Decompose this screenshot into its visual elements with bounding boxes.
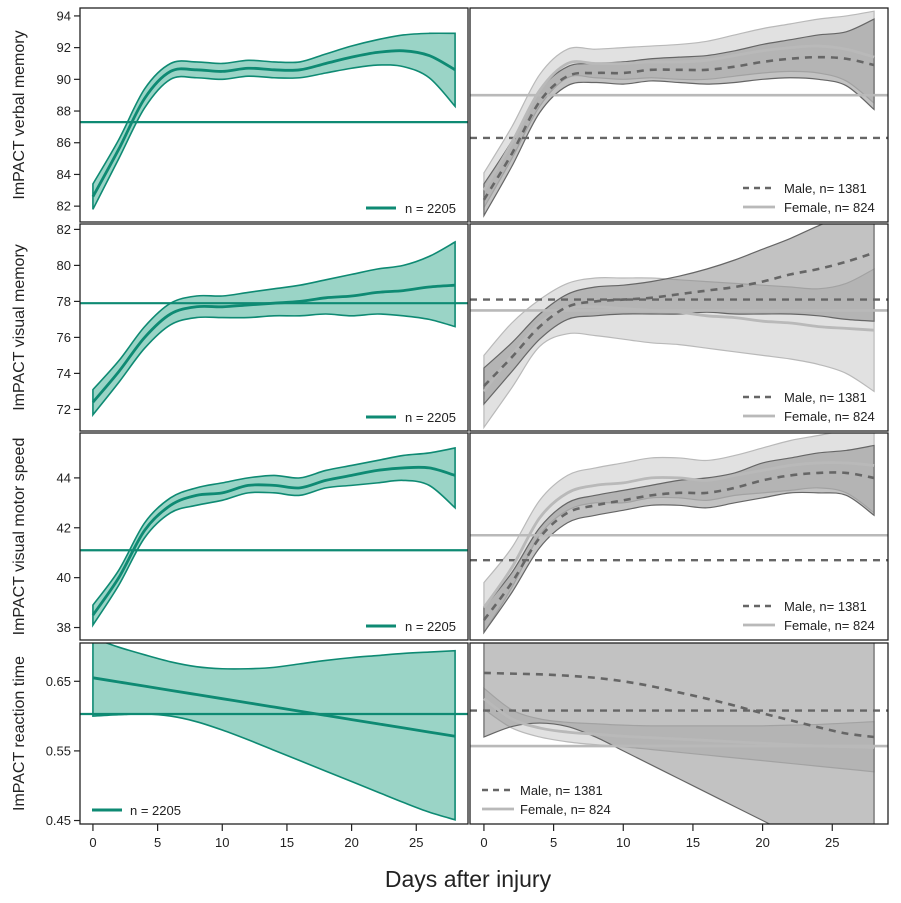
x-axis-title: Days after injury	[385, 866, 552, 892]
series-line-all	[91, 49, 456, 198]
series-line-female	[483, 697, 875, 749]
x-tick-label: 20	[755, 835, 769, 850]
series-line-female	[482, 461, 875, 609]
legend-label-female: Female, n= 824	[784, 409, 875, 424]
series-line-all	[91, 465, 456, 616]
y-tick-label: 74	[57, 366, 71, 381]
y-tick-label: 82	[57, 199, 71, 214]
panel-grid: 82 84 86 88 90 92 94 ImPACT verbal memory n = 22…	[11, 7, 889, 850]
panel-frame	[79, 7, 469, 223]
x-tick-label: 20	[344, 835, 358, 850]
panel-sex-3	[470, 433, 888, 635]
y-tick-label: 38	[57, 620, 71, 635]
legend-label-all: n = 2205	[130, 803, 181, 818]
series-line-all	[92, 676, 456, 738]
legend-label-female: Female, n= 824	[784, 618, 875, 633]
series-line-female	[482, 44, 875, 192]
y-tick-label: 94	[57, 8, 71, 23]
legend-label-male: Male, n= 1381	[784, 599, 867, 614]
ci-band-male	[483, 444, 875, 635]
y-tick-label: 0.55	[46, 743, 71, 758]
y-axis-title: ImPACT verbal memory	[11, 30, 28, 199]
legend-label-male: Male, n= 1381	[784, 390, 867, 405]
y-tick-label: 86	[57, 135, 71, 150]
y-tick-label: 0.45	[46, 813, 71, 828]
y-tick-label: 72	[57, 402, 71, 417]
panel-sex-2	[470, 224, 888, 430]
x-axis: 0 0 5 5 10 10 15 15 20 20 25 25	[89, 824, 840, 850]
panel-row-4: 0.45 0.55 0.65 ImPACT reaction time n = 2205…	[11, 642, 889, 828]
y-tick-label: 80	[57, 258, 71, 273]
y-tick-label: 90	[57, 72, 71, 87]
ci-band-all	[92, 240, 456, 418]
x-tick-label: 10	[616, 835, 630, 850]
panel-frame	[469, 432, 889, 641]
series-line-female	[482, 305, 875, 393]
panel-all-2	[80, 240, 468, 418]
panel-frame	[79, 432, 469, 641]
panel-frame	[79, 642, 469, 825]
series-line-male	[482, 471, 875, 621]
y-tick-label: 0.65	[46, 674, 71, 689]
x-tick-label: 0	[89, 835, 96, 850]
panel-frame	[79, 223, 469, 432]
y-tick-label: 82	[57, 222, 71, 237]
panel-frame	[469, 7, 889, 223]
legend-label-all: n = 2205	[405, 619, 456, 634]
y-tick-label: 88	[57, 104, 71, 119]
y-tick-label: 76	[57, 330, 71, 345]
y-axis-title: ImPACT visual motor speed	[11, 438, 28, 636]
legend-label-female: Female, n= 824	[784, 200, 875, 215]
panel-row-3: 38 40 42 44 ImPACT visual motor speed n = 220…	[11, 432, 889, 641]
y-tick-label: 84	[57, 167, 71, 182]
ci-band-all	[92, 643, 456, 821]
y-tick-label: 40	[57, 570, 71, 585]
panel-frame	[469, 642, 889, 825]
panel-sex-1	[470, 10, 888, 218]
ci-band-male	[483, 224, 875, 406]
legend-label-all: n = 2205	[405, 201, 456, 216]
panel-row-2: 72 74 76 78 80 82 ImPACT visual memory n = 2205…	[11, 222, 889, 432]
panel-all-4	[80, 643, 468, 821]
legend-label-male: Male, n= 1381	[520, 783, 603, 798]
x-tick-label: 15	[686, 835, 700, 850]
panel-frame	[469, 223, 889, 432]
x-tick-label: 5	[154, 835, 161, 850]
x-tick-label: 10	[215, 835, 229, 850]
ci-band-all	[92, 446, 456, 628]
y-tick-label: 42	[57, 520, 71, 535]
x-tick-label: 5	[550, 835, 557, 850]
legend-label-all: n = 2205	[405, 410, 456, 425]
series-line-all	[91, 283, 456, 404]
y-axis-title: ImPACT reaction time	[11, 656, 28, 811]
x-tick-label: 25	[409, 835, 423, 850]
panel-row-1: 82 84 86 88 90 92 94 ImPACT verbal memory n = 22…	[11, 7, 889, 223]
series-line-male	[483, 671, 875, 739]
x-tick-label: 0	[480, 835, 487, 850]
y-axis-title: ImPACT visual memory	[11, 244, 28, 411]
y-tick-label: 44	[57, 470, 71, 485]
y-tick-label: 78	[57, 294, 71, 309]
legend-label-male: Male, n= 1381	[784, 181, 867, 196]
legend-label-female: Female, n= 824	[520, 802, 611, 817]
panel-sex-4	[470, 643, 888, 824]
series-line-male	[482, 55, 875, 201]
ci-band-male	[483, 643, 875, 824]
panel-all-1	[80, 32, 468, 210]
series-line-male	[482, 251, 875, 387]
x-tick-label: 15	[280, 835, 294, 850]
x-tick-label: 25	[825, 835, 839, 850]
panel-all-3	[80, 446, 468, 628]
y-tick-label: 92	[57, 40, 71, 55]
